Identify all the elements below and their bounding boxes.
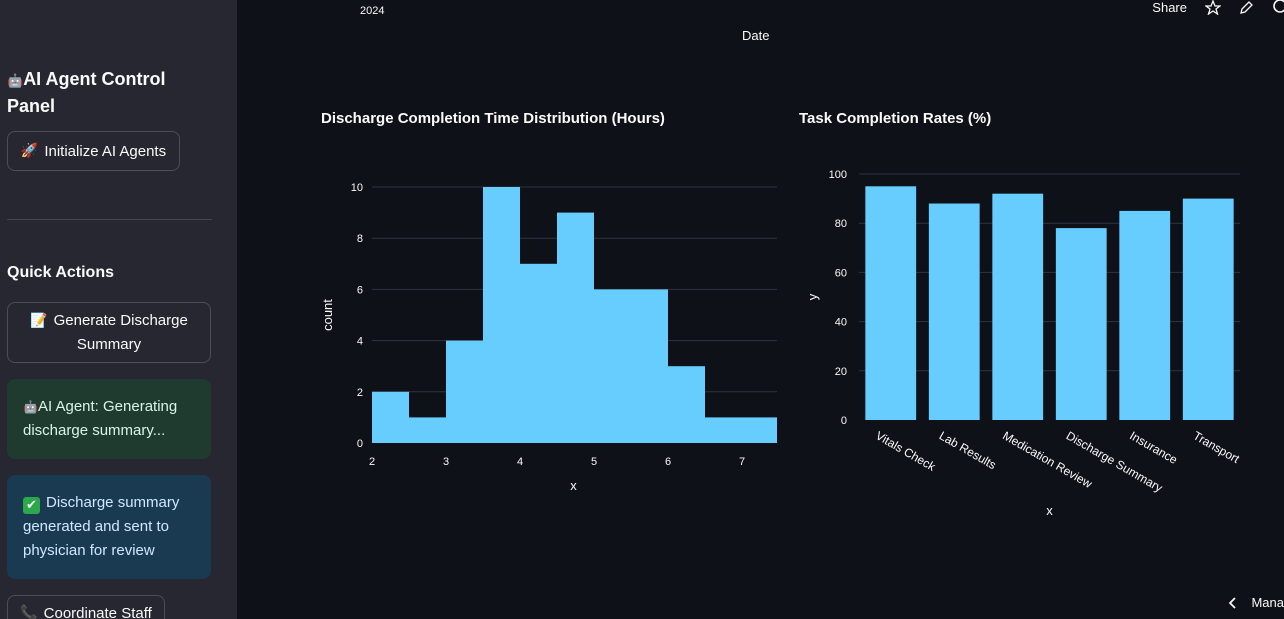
task-bar <box>992 193 1044 420</box>
histogram-bar <box>594 289 631 443</box>
y-tick-label: 0 <box>357 438 363 450</box>
share-button[interactable]: Share <box>1152 0 1187 15</box>
x-axis-label: x <box>1046 503 1053 518</box>
histogram-bar <box>742 417 777 443</box>
y-tick-label: 10 <box>351 182 363 194</box>
x-tick-label: Transport <box>1191 428 1243 466</box>
x-tick-label: 6 <box>665 456 671 468</box>
x-tick-label: 4 <box>517 456 523 468</box>
y-tick-label: 2 <box>357 387 363 399</box>
chevron-left-icon <box>1229 596 1237 609</box>
histogram-bar <box>668 366 705 443</box>
robot-icon: 🤖 <box>7 74 24 89</box>
github-icon[interactable] <box>1272 0 1284 15</box>
generate-discharge-summary-label: Generate Discharge Summary <box>53 311 188 353</box>
histogram-bar <box>409 417 446 443</box>
histogram-bar <box>631 289 668 443</box>
x-tick-label: 3 <box>443 456 449 468</box>
sidebar-title-text: AI Agent Control Panel <box>7 69 166 116</box>
x-tick-label: 5 <box>591 456 597 468</box>
histogram-bar <box>705 417 742 443</box>
y-tick-label: 40 <box>835 317 847 329</box>
coordinate-staff-button[interactable]: 📞 Coordinate Staff <box>7 595 165 619</box>
y-tick-label: 6 <box>357 284 363 296</box>
task-bar <box>1119 210 1171 420</box>
check-icon: ✔ <box>23 497 40 514</box>
histogram-bar <box>520 263 557 443</box>
histogram-bar <box>557 212 594 443</box>
y-tick-label: 100 <box>829 169 847 181</box>
y-tick-label: 20 <box>835 366 847 378</box>
coordinate-staff-label: Coordinate Staff <box>43 605 152 619</box>
histogram-bar <box>446 340 483 443</box>
robot-icon: 🤖 <box>23 400 38 414</box>
sidebar-divider <box>7 219 212 220</box>
x-tick-label: 2 <box>369 456 375 468</box>
manage-expander[interactable]: Mana <box>1229 595 1284 610</box>
task-bar <box>1182 198 1234 420</box>
sidebar-title: 🤖AI Agent Control Panel <box>7 67 207 118</box>
star-icon[interactable] <box>1205 0 1221 15</box>
memo-icon: 📝 <box>30 312 48 329</box>
chart-toolbar: Share <box>1152 0 1284 15</box>
histogram-bar <box>372 391 409 443</box>
generate-discharge-summary-button[interactable]: 📝 Generate Discharge Summary <box>7 302 211 363</box>
initialize-agents-button[interactable]: 🚀 Initialize AI Agents <box>7 131 180 171</box>
manage-label: Mana <box>1251 595 1284 610</box>
x-tick-label: Insurance <box>1127 428 1180 467</box>
top-chart-year-tick: 2024 <box>360 5 385 17</box>
y-tick-label: 60 <box>835 267 847 279</box>
success-alert-text: Discharge summary generated and sent to … <box>23 494 180 559</box>
y-axis-label: count <box>320 299 335 331</box>
agent-status-alert: 🤖AI Agent: Generating discharge summary.… <box>7 379 211 459</box>
y-tick-label: 8 <box>357 233 363 245</box>
y-tick-label: 4 <box>357 336 363 348</box>
x-tick-label: Vitals Check <box>873 428 938 474</box>
pencil-icon[interactable] <box>1239 0 1254 15</box>
x-tick-label: 7 <box>739 456 745 468</box>
sidebar: 🤖AI Agent Control Panel 🚀 Initialize AI A… <box>0 0 237 619</box>
x-axis-label: x <box>570 478 577 493</box>
bar-chart-title: Task Completion Rates (%) <box>799 110 992 127</box>
histogram-title: Discharge Completion Time Distribution (… <box>321 110 665 127</box>
y-axis-label: y <box>805 293 820 300</box>
task-bar <box>1055 228 1107 420</box>
rocket-icon: 🚀 <box>20 143 39 159</box>
x-tick-label: Lab Results <box>937 428 999 472</box>
y-tick-label: 0 <box>841 415 847 427</box>
histogram-bar <box>483 187 520 443</box>
initialize-agents-label: Initialize AI Agents <box>44 142 167 160</box>
task-bar <box>928 203 980 420</box>
main-content: 2024 Date Share Discharge Completion Tim… <box>237 0 1284 619</box>
quick-actions-heading: Quick Actions <box>7 264 114 281</box>
y-tick-label: 80 <box>835 218 847 230</box>
agent-status-text: AI Agent: Generating discharge summary..… <box>23 398 178 439</box>
success-alert: ✔ Discharge summary generated and sent to… <box>7 475 211 579</box>
task-bar <box>865 186 917 420</box>
phone-icon: 📞 <box>20 605 38 619</box>
top-chart-x-axis-label: Date <box>742 28 770 43</box>
